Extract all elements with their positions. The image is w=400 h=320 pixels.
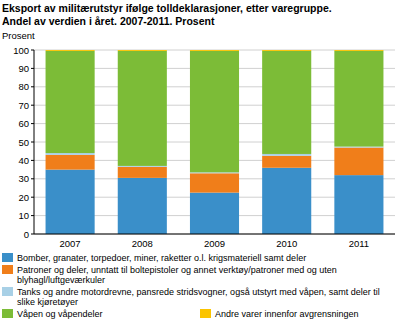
y-tick-label: 80 bbox=[18, 81, 29, 92]
bar-segment bbox=[118, 50, 167, 51]
y-axis bbox=[34, 50, 35, 234]
legend-item: Bomber, granater, torpedoer, miner, rake… bbox=[2, 253, 398, 263]
chart: Eksport av militærutstyr ifølge tolldekl… bbox=[0, 0, 400, 253]
bar-segment bbox=[190, 51, 239, 172]
bar-segment bbox=[118, 178, 167, 234]
bar-segment bbox=[262, 50, 311, 51]
legend-swatch bbox=[200, 309, 211, 318]
legend-swatch bbox=[2, 265, 13, 274]
y-tick-label: 20 bbox=[18, 192, 29, 203]
title: Eksport av militærutstyr ifølge tolldekl… bbox=[2, 2, 332, 14]
y-tick-label: 60 bbox=[18, 118, 29, 129]
bar-segment bbox=[262, 154, 311, 156]
bar-segment bbox=[262, 168, 311, 234]
legend-label: Andre varer innenfor avgrensningen bbox=[215, 309, 359, 319]
legend-label: Våpen og våpendeler bbox=[17, 309, 103, 319]
x-tick-label: 2008 bbox=[132, 238, 153, 249]
bar-segment bbox=[46, 50, 95, 51]
bar-segment bbox=[334, 175, 383, 234]
x-tick-label: 2009 bbox=[204, 238, 225, 249]
legend-label: Tanks og andre motordrevne, pansrede str… bbox=[17, 287, 398, 307]
legend: Bomber, granater, torpedoer, miner, rake… bbox=[2, 253, 398, 320]
legend-swatch bbox=[2, 253, 13, 262]
bar-segment bbox=[46, 155, 95, 170]
grid-line bbox=[34, 50, 395, 51]
grid-line bbox=[34, 234, 395, 235]
bar-segment bbox=[190, 193, 239, 234]
y-tick-label: 90 bbox=[18, 63, 29, 74]
x-axis bbox=[34, 234, 395, 235]
legend-label: Bomber, granater, torpedoer, miner, rake… bbox=[17, 253, 306, 263]
y-tick-label: 70 bbox=[18, 100, 29, 111]
bar-segment bbox=[46, 170, 95, 234]
bar-segment bbox=[46, 153, 95, 155]
legend-item: Andre varer innenfor avgrensningen bbox=[200, 309, 398, 319]
y-axis-label: Prosent bbox=[2, 30, 35, 41]
legend-item: Våpen og våpendeler bbox=[2, 309, 200, 319]
y-tick-label: 0 bbox=[24, 229, 29, 240]
legend-swatch bbox=[2, 309, 13, 318]
bar-segment bbox=[190, 50, 239, 51]
y-tick-label: 10 bbox=[18, 210, 29, 221]
bars bbox=[46, 50, 384, 234]
legend-swatch bbox=[2, 287, 13, 296]
bar-segment bbox=[118, 51, 167, 166]
y-tick-label: 40 bbox=[18, 155, 29, 166]
y-tick-label: 50 bbox=[18, 137, 29, 148]
bar-segment bbox=[262, 51, 311, 154]
x-tick-label: 2010 bbox=[276, 238, 297, 249]
bar-segment bbox=[334, 148, 383, 176]
legend-item: Tanks og andre motordrevne, pansrede str… bbox=[2, 287, 398, 307]
bar-segment bbox=[334, 51, 383, 147]
legend-item: Patroner og deler, unntatt til boltepist… bbox=[2, 265, 398, 285]
bar-segment bbox=[262, 156, 311, 168]
bar-segment bbox=[118, 167, 167, 178]
y-tick-label: 30 bbox=[18, 173, 29, 184]
y-tick-label: 100 bbox=[13, 45, 29, 56]
chart-wrapper: Eksport av militærutstyr ifølge tolldekl… bbox=[0, 0, 400, 320]
x-tick-label: 2011 bbox=[349, 238, 369, 249]
subtitle: Andel av verdien i året. 2007-2011. Pros… bbox=[2, 15, 215, 27]
x-tick-label: 2007 bbox=[60, 238, 81, 249]
legend-label: Patroner og deler, unntatt til boltepist… bbox=[17, 265, 398, 285]
bar-segment bbox=[334, 50, 383, 51]
bar-segment bbox=[190, 173, 239, 192]
bar-segment bbox=[46, 51, 95, 153]
